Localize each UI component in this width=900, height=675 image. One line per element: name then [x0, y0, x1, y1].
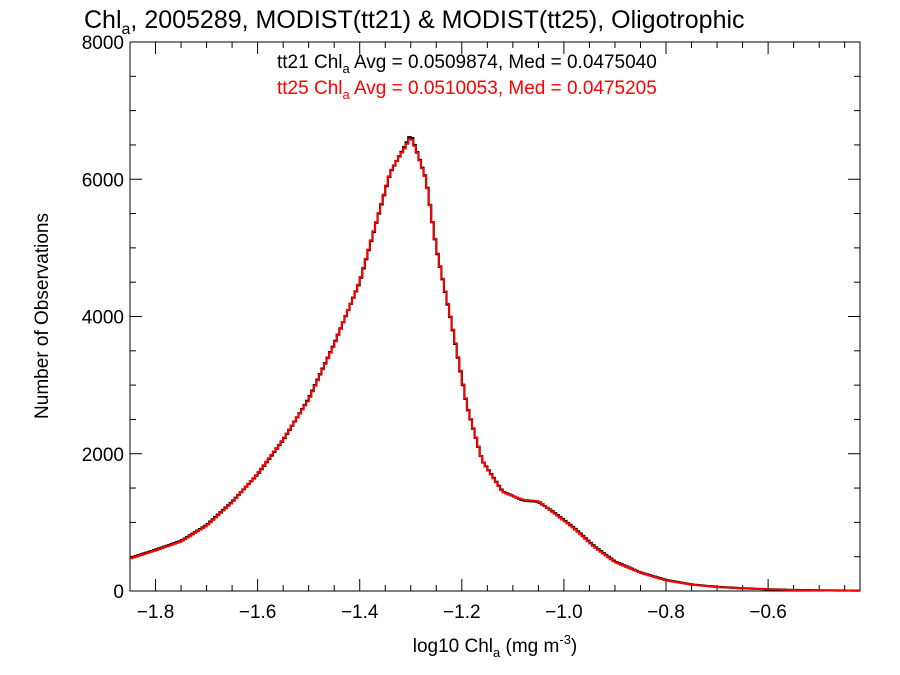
x-tick-label: −0.6	[749, 602, 787, 623]
x-axis-label: log10 Chla (mg m-3)	[413, 632, 578, 660]
chart-title-post: , 2005289, MODIST(tt21) & MODIST(tt25), …	[130, 6, 744, 34]
x-axis-label-sup: -3	[559, 632, 571, 647]
x-axis-label-post: )	[571, 636, 577, 657]
x-tick-label: −1.0	[545, 602, 583, 623]
chart-title-sub: a	[122, 21, 131, 38]
x-axis-label-pre: log10 Chl	[413, 636, 493, 657]
annotation-sub: a	[342, 87, 350, 102]
y-axis-label: Number of Observations	[32, 213, 53, 419]
x-tick-label: −1.4	[341, 602, 379, 623]
axis-ticks: −1.8 −1.6 −1.4 −1.2 −1.0 −0.8 −0.6 0 2000 4000 600…	[82, 33, 860, 623]
chart-title: Chla, 2005289, MODIST(tt21) & MODIST(tt2…	[84, 6, 745, 38]
annotation-sub: a	[342, 61, 350, 76]
annotation-pre: tt21 Chl	[277, 52, 342, 73]
annotation-1: tt25 Chla Avg = 0.0510053, Med = 0.04752…	[277, 78, 657, 102]
series-group	[130, 136, 860, 592]
annotations: tt21 Chla Avg = 0.0509874, Med = 0.04750…	[277, 52, 657, 102]
chart-title-pre: Chl	[84, 6, 122, 34]
x-tick-label: −1.8	[137, 602, 175, 623]
y-tick-label: 4000	[82, 308, 124, 329]
x-tick-label: −1.2	[443, 602, 481, 623]
annotation-post: Avg = 0.0509874, Med = 0.0475040	[350, 52, 657, 73]
y-tick-label: 0	[113, 582, 124, 603]
x-tick-label: −0.8	[647, 602, 685, 623]
y-tick-label: 2000	[82, 445, 124, 466]
x-axis-label-mid: (mg m	[500, 636, 559, 657]
y-tick-label: 6000	[82, 170, 124, 191]
annotation-pre: tt25 Chl	[277, 78, 342, 99]
series-line-tt21	[130, 136, 860, 592]
series-line-tt25	[130, 138, 860, 592]
annotation-post: Avg = 0.0510053, Med = 0.0475205	[350, 78, 657, 99]
annotation-0: tt21 Chla Avg = 0.0509874, Med = 0.04750…	[277, 52, 657, 76]
x-tick-label: −1.6	[239, 602, 277, 623]
plot-frame	[129, 41, 861, 592]
y-tick-label: 8000	[82, 33, 124, 54]
x-axis-label-sub: a	[493, 645, 501, 660]
